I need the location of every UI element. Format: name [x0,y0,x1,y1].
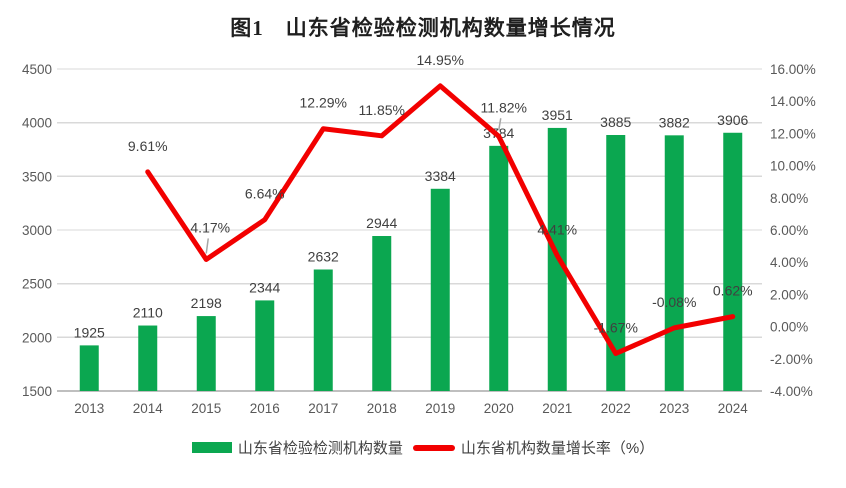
growth-line [145,83,736,356]
year-label: 2015 [191,401,221,416]
bar-value-label: 3882 [659,114,690,130]
year-label: 2024 [718,401,749,416]
left-axis-tick-label: 2000 [22,330,52,345]
growth-point-label: 4.17% [190,219,230,235]
year-label: 2017 [308,401,338,416]
line-swatch-icon [412,444,455,451]
bar-swatch-icon [191,442,232,453]
right-axis-tick-label: 8.00% [770,191,808,206]
bar [79,345,99,391]
right-axis-tick-label: -2.00% [770,352,813,367]
bar [430,188,450,391]
right-axis-tick-label: 6.00% [770,223,808,238]
right-axis-tick-label: 4.00% [770,255,808,270]
bar-value-label: 2344 [249,279,280,295]
year-label: 2020 [484,401,514,416]
bar [313,269,333,391]
left-axis-tick-label: 3000 [22,223,52,238]
bar [723,132,743,392]
right-axis-tick-label: 12.00% [770,126,816,141]
bar [606,135,626,391]
bar-value-label: 2944 [366,215,397,231]
bar-value-label: 2632 [308,248,339,264]
year-label: 2016 [250,401,280,416]
chart-title: 图1 山东省检验检测机构数量增长情况 [230,16,616,40]
legend-item-line: 山东省机构数量增长率（%） [412,437,655,458]
bar [372,236,392,391]
label-leader-line [205,238,209,254]
right-axis-tick-label: 14.00% [770,94,816,109]
year-label: 2014 [133,401,164,416]
left-axis-tick-label: 3500 [22,169,52,184]
right-axis-tick-label: 16.00% [770,62,816,77]
right-axis-tick-label: 2.00% [770,287,808,302]
legend-line-label: 山东省机构数量增长率（%） [460,440,655,457]
left-axis-tick-label: 1500 [22,384,52,399]
legend-bar-label: 山东省检验检测机构数量 [237,440,403,457]
left-axis-tick-label: 2500 [22,277,52,292]
year-label: 2021 [542,401,572,416]
bar [138,325,158,391]
growth-point-label: 14.95% [417,52,464,68]
bar [196,316,216,391]
right-axis-tick-label: -4.00% [770,384,813,399]
growth-point-label: 12.29% [300,95,347,111]
growth-point-label: 0.62% [713,283,753,299]
year-label: 2022 [601,401,631,416]
label-leader-line [498,118,502,131]
left-axis-tick-label: 4500 [22,62,52,77]
bar [489,145,509,391]
bar-value-label: 2110 [133,305,163,321]
chart-legend: 山东省检验检测机构数量 山东省机构数量增长率（%） [0,437,846,458]
chart-canvas: 4500 4000 3500 3000 2500 2000 1500 16.00% 14.00%… [22,52,816,416]
left-axis-tick-label: 4000 [22,116,52,131]
growth-point-label: 6.64% [245,186,285,202]
growth-point-label: 4.41% [537,222,577,238]
year-label: 2018 [367,401,397,416]
bar-value-label: 3906 [717,112,748,128]
year-label: 2019 [425,401,455,416]
legend-item-bars: 山东省检验检测机构数量 [191,437,403,458]
growth-point-label: -0.08% [652,294,696,310]
right-axis-tick-label: 0.00% [770,320,808,335]
bar-value-label: 3384 [425,168,456,184]
bar-value-label: 3951 [542,107,573,123]
bar-value-label: 3885 [600,114,631,130]
bar-value-label: 2198 [191,295,222,311]
year-label: 2013 [74,401,104,416]
growth-point-label: 9.61% [128,138,168,154]
year-label: 2023 [659,401,689,416]
right-axis-tick-label: 10.00% [770,159,816,174]
bar [664,135,684,391]
growth-point-label: -1.67% [594,319,638,335]
bar [255,300,275,391]
growth-point-label: 11.85% [359,102,405,118]
growth-point-label: 11.82% [481,99,527,115]
bar-value-label: 1925 [74,324,105,340]
